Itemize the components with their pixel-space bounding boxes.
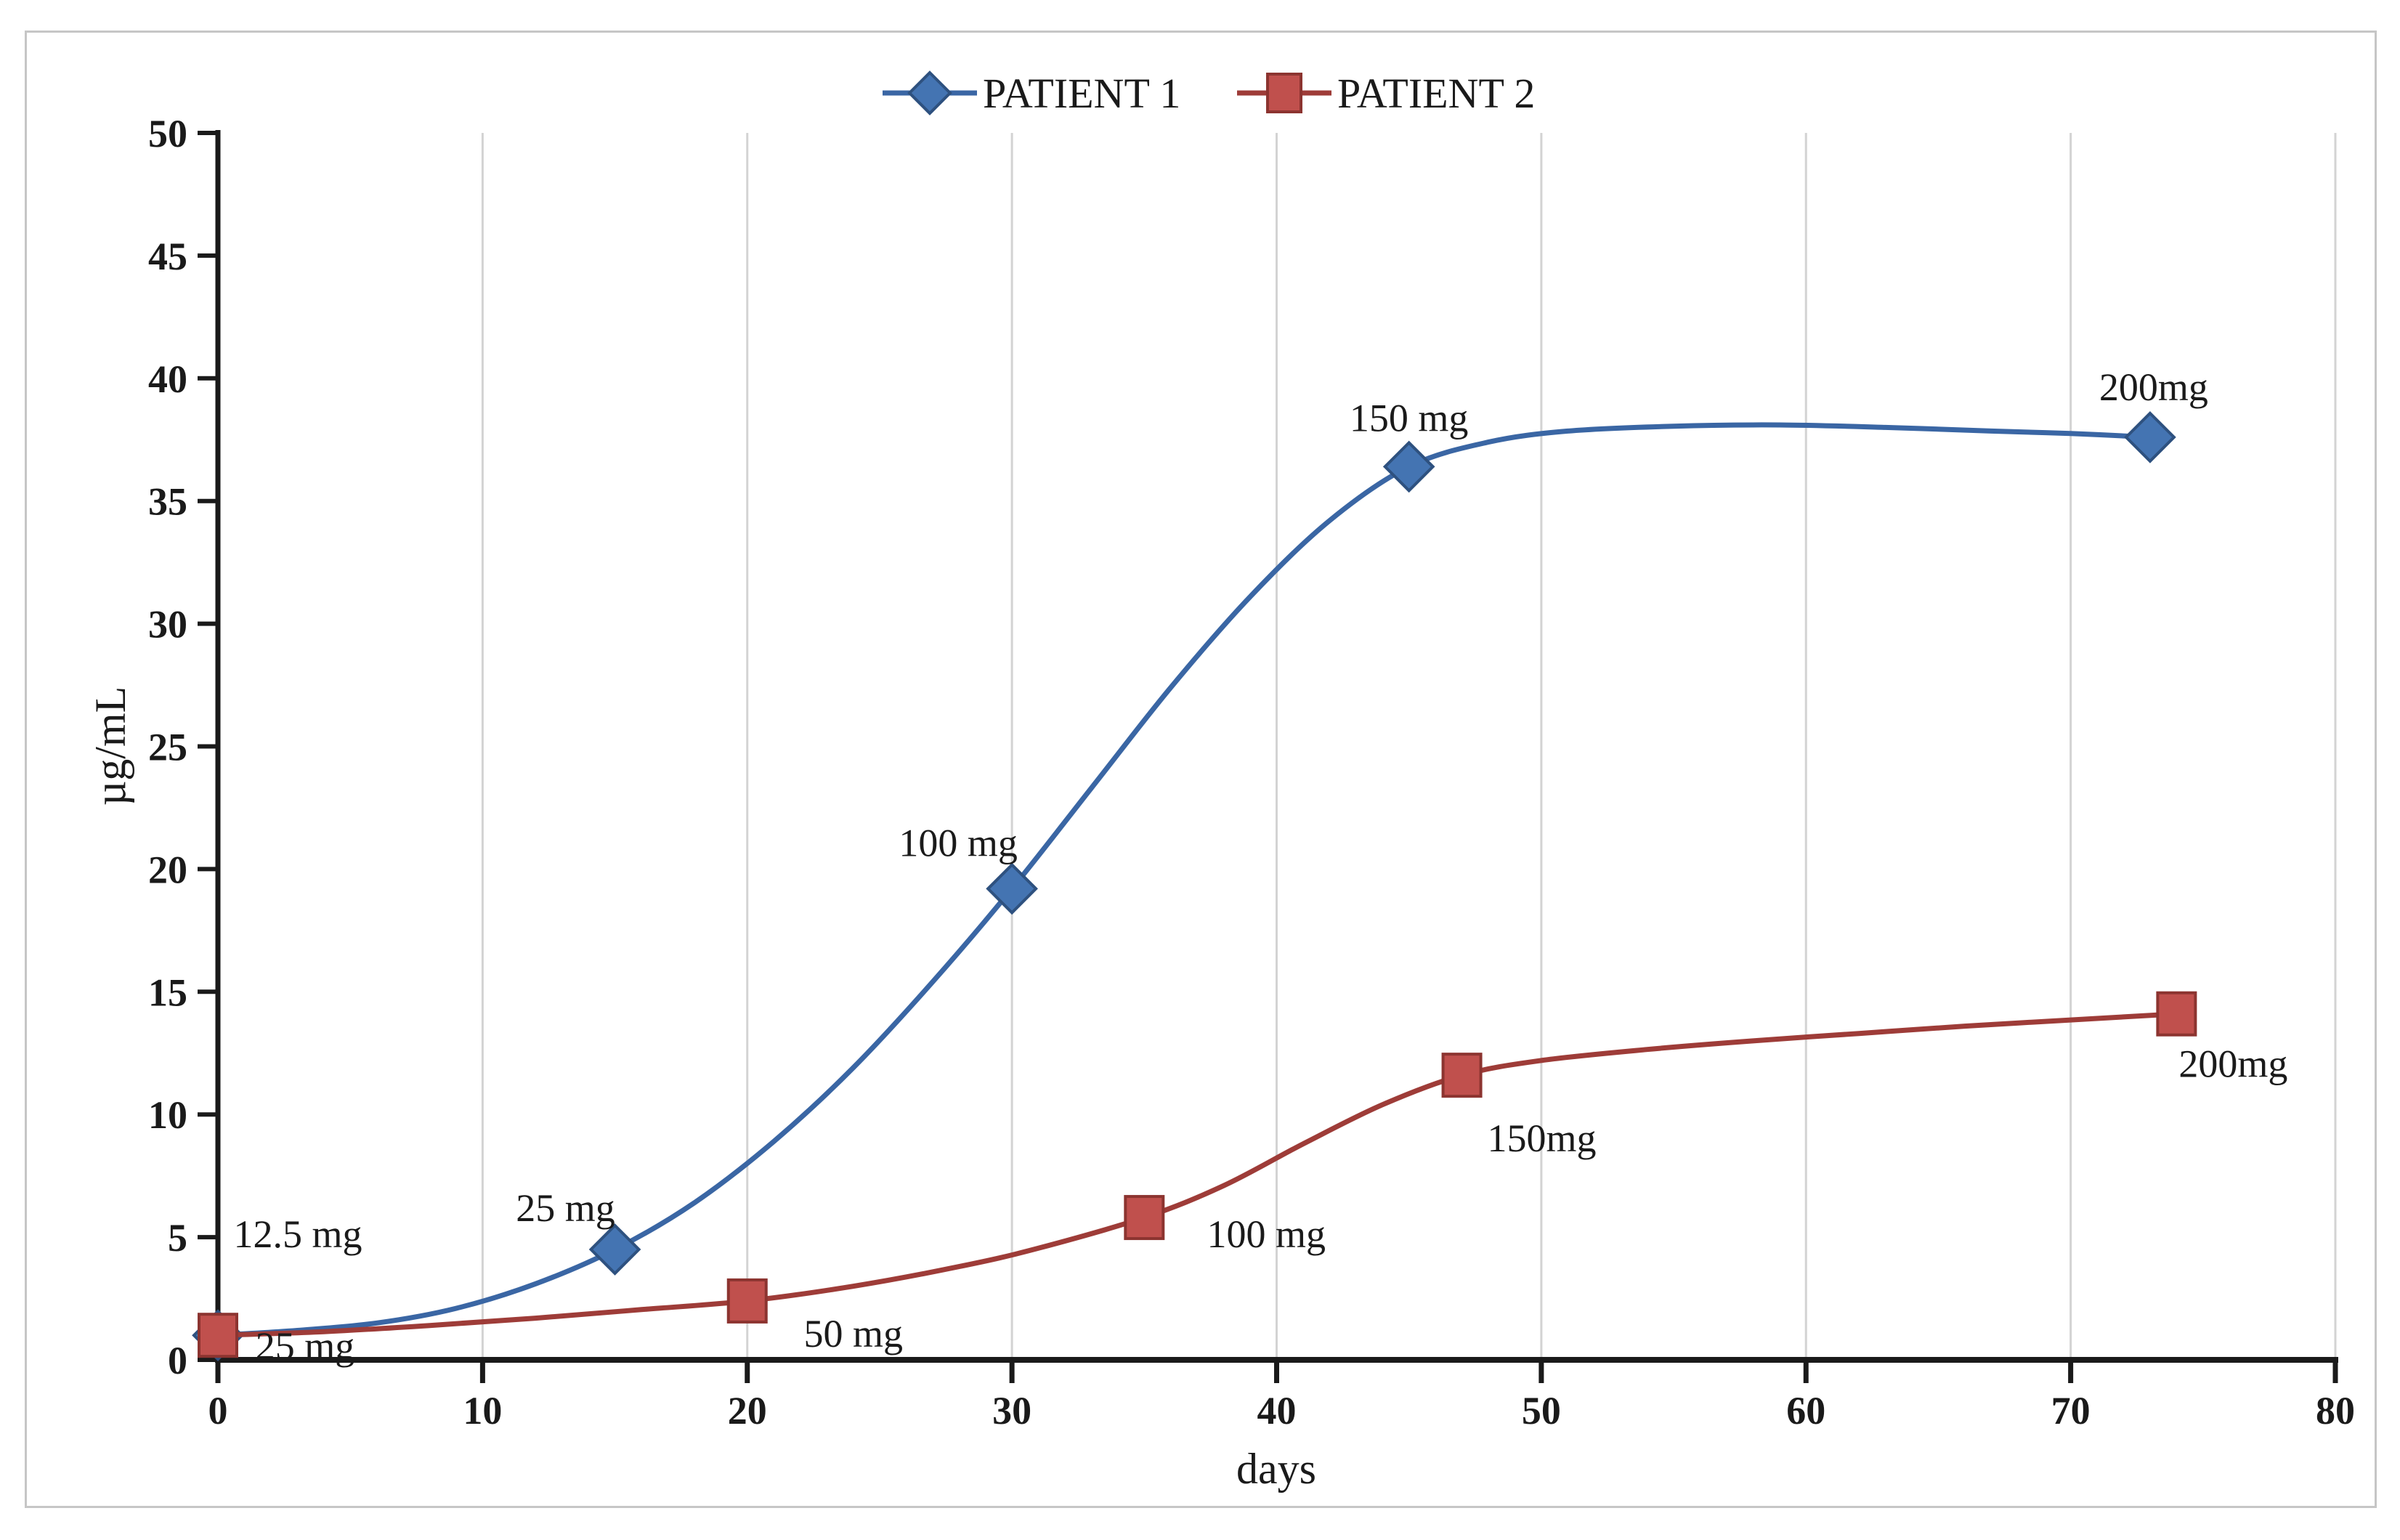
legend-square-icon (1266, 73, 1302, 113)
x-tick-label: 70 (2051, 1389, 2091, 1432)
y-axis-title: µg/mL (86, 686, 134, 806)
x-tick-label: 20 (728, 1389, 767, 1432)
x-tick-label: 30 (992, 1389, 1031, 1432)
dose-label-patient-2: 200mg (2178, 1042, 2287, 1086)
marker-square-patient-2 (2156, 991, 2197, 1037)
y-tick-label: 25 (148, 726, 187, 769)
x-tick-label: 10 (463, 1389, 502, 1432)
x-axis-title: days (1236, 1445, 1316, 1493)
figure-frame (25, 31, 2377, 1508)
grid (481, 133, 2337, 1358)
y-tick-label: 50 (148, 112, 187, 155)
legend-label: PATIENT 1 (983, 70, 1180, 117)
legend-item-1: PATIENT 1 (883, 70, 1180, 117)
legend-item-2: PATIENT 2 (1237, 70, 1535, 117)
y-tick-label: 45 (148, 235, 187, 278)
x-tick-label: 50 (1522, 1389, 1561, 1432)
x-tick-label: 40 (1257, 1389, 1297, 1432)
marker-diamond-patient-1 (588, 1223, 641, 1276)
marker-square-patient-2 (726, 1278, 768, 1324)
series-patient-2: 25 mg 50 mg 100 mg 150mg 200mg (198, 991, 2287, 1368)
dose-label-patient-2: 50 mg (803, 1312, 903, 1355)
marker-diamond-patient-1 (986, 862, 1038, 915)
x-tick-label: 60 (1786, 1389, 1825, 1432)
marker-square-patient-2 (1441, 1053, 1483, 1098)
dose-label-patient-1: 150 mg (1350, 396, 1469, 439)
marker-square-patient-2 (198, 1313, 238, 1358)
legend-diamond-icon (907, 70, 952, 115)
series-patient-1: 12.5 mg 25 mg 100 mg 150 mg 200mg (192, 365, 2208, 1362)
dose-label-patient-1: 25 mg (516, 1186, 615, 1230)
marker-diamond-patient-1 (1382, 440, 1435, 493)
marker-square-patient-2 (1124, 1195, 1165, 1241)
dose-label-patient-1: 200mg (2099, 365, 2208, 409)
y-tick-label: 0 (168, 1339, 187, 1382)
dose-label-patient-2: 25 mg (256, 1324, 355, 1368)
dose-label-patient-2: 150mg (1488, 1116, 1597, 1160)
dose-label-patient-2: 100 mg (1207, 1212, 1326, 1256)
y-tick-label: 20 (148, 848, 187, 891)
marker-diamond-patient-1 (2124, 411, 2176, 463)
y-tick-label: 10 (148, 1093, 187, 1137)
y-tick-label: 30 (148, 603, 187, 647)
y-tick-label: 15 (148, 970, 187, 1014)
legend: PATIENT 1 PATIENT 2 (883, 70, 1535, 117)
x-tick-label: 0 (208, 1389, 228, 1432)
y-tick-label: 40 (148, 357, 187, 401)
dose-label-patient-1: 100 mg (899, 821, 1018, 864)
y-tick-label: 35 (148, 480, 187, 524)
legend-label: PATIENT 2 (1337, 70, 1535, 117)
series-line-patient-1 (215, 422, 2153, 1338)
y-tick-label: 5 (168, 1216, 187, 1260)
axes: 0 10 20 30 40 50 60 70 80 0 5 10 15 20 25 30 35 40 45 50 (148, 112, 2355, 1432)
x-tick-label: 80 (2316, 1389, 2355, 1432)
series-line-patient-2 (215, 1011, 2179, 1338)
dose-label-patient-1: 12.5 mg (233, 1212, 362, 1256)
